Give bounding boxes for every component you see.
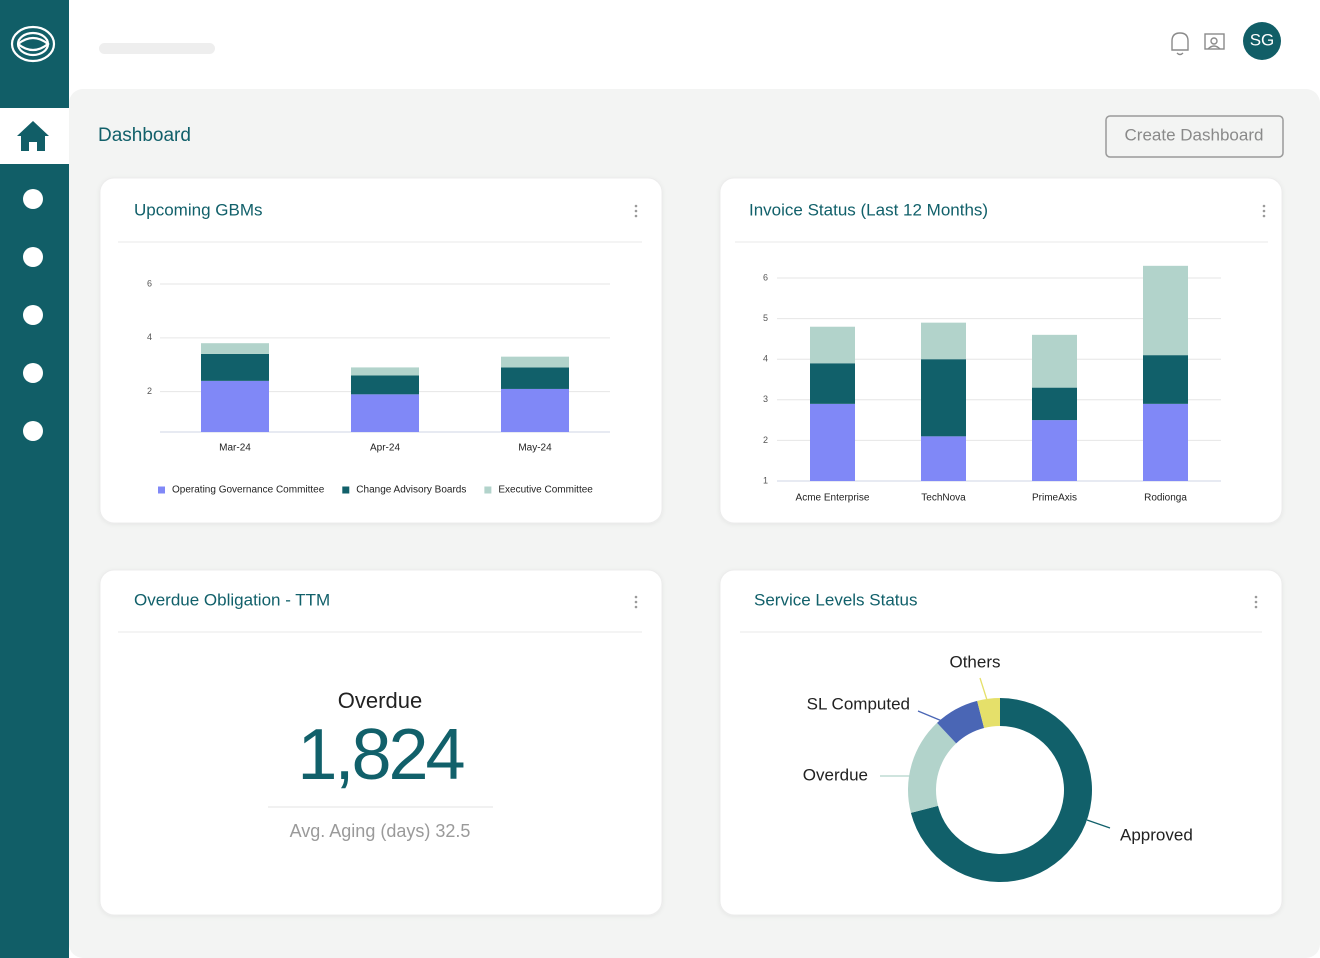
- y-tick-label: 2: [147, 386, 152, 396]
- x-tick-label: Acme Enterprise: [796, 493, 870, 504]
- bar-segment: [921, 322, 966, 360]
- bar-segment: [1143, 265, 1188, 356]
- pie-label: SL Computed: [807, 694, 910, 713]
- card-menu[interactable]: [1254, 595, 1258, 609]
- bar-segment: [921, 436, 966, 481]
- bar-segment: [501, 356, 569, 368]
- bar-segment: [921, 359, 966, 437]
- logo: [10, 25, 56, 63]
- pie-label: Approved: [1120, 825, 1193, 844]
- y-tick-label: 4: [147, 332, 152, 342]
- y-tick-label: 6: [763, 272, 768, 282]
- pie-slice: [908, 722, 957, 813]
- card-menu[interactable]: [634, 204, 638, 218]
- button-label[interactable]: Create Dashboard: [1125, 125, 1264, 144]
- bar-segment: [351, 375, 419, 395]
- card-title: Overdue Obligation - TTM: [134, 590, 330, 609]
- pie-label: Others: [949, 652, 1000, 671]
- bar-segment: [1032, 334, 1077, 388]
- y-tick-label: 3: [763, 394, 768, 404]
- kpi-value: 1,824: [297, 715, 463, 795]
- bar-segment: [351, 367, 419, 376]
- kpi-label: Overdue: [338, 688, 422, 713]
- y-tick-label: 6: [147, 278, 152, 288]
- pie-label: Overdue: [803, 765, 868, 784]
- pie-slice: [910, 698, 1092, 883]
- presentation-icon[interactable]: [1204, 33, 1225, 50]
- chart-title: Service Levels Status: [754, 590, 917, 609]
- legend-label: Executive Committee: [498, 485, 593, 496]
- x-tick-label: PrimeAxis: [1032, 493, 1077, 504]
- legend-label: Operating Governance Committee: [172, 485, 325, 496]
- nav-item[interactable]: [23, 189, 43, 209]
- bar-segment: [1032, 420, 1077, 481]
- nav-item[interactable]: [23, 247, 43, 267]
- avatar-initials[interactable]: SG: [1250, 30, 1275, 49]
- bar-segment: [810, 363, 855, 404]
- footer-label: Avg. Aging (days): [290, 821, 431, 841]
- leader-line: [979, 677, 988, 701]
- y-tick-label: 5: [763, 313, 768, 323]
- nav-item[interactable]: [23, 421, 43, 441]
- x-tick-label: Mar-24: [219, 443, 251, 454]
- page-title: Dashboard: [98, 125, 191, 146]
- pie-slice: [937, 700, 985, 744]
- bell-icon[interactable]: [1171, 32, 1189, 56]
- chart-title: Invoice Status (Last 12 Months): [749, 200, 988, 219]
- x-tick-label: Apr-24: [370, 443, 400, 454]
- bar-segment: [351, 394, 419, 432]
- card: [719, 569, 1283, 916]
- card: [719, 177, 1283, 524]
- bar-segment: [201, 343, 269, 354]
- x-tick-label: TechNova: [921, 493, 966, 504]
- pie-slice: [977, 698, 1000, 729]
- legend-swatch: [158, 486, 165, 494]
- x-tick-label: May-24: [518, 443, 552, 454]
- bar-segment: [810, 326, 855, 364]
- legend-swatch: [484, 486, 492, 494]
- legend-swatch: [342, 486, 350, 494]
- y-tick-label: 2: [763, 435, 768, 445]
- avatar[interactable]: [1243, 22, 1281, 60]
- footer-value: 32.5: [435, 821, 470, 841]
- bar-segment: [201, 353, 269, 381]
- chart-title: Upcoming GBMs: [134, 200, 262, 219]
- nav-item[interactable]: [23, 363, 43, 383]
- legend-label: Change Advisory Boards: [356, 485, 466, 496]
- bar-segment: [501, 388, 569, 432]
- y-tick-label: 4: [763, 354, 768, 364]
- card: [99, 177, 663, 524]
- bar-segment: [501, 367, 569, 389]
- create-dashboard-button[interactable]: [1105, 115, 1284, 158]
- nav-item[interactable]: [23, 305, 43, 325]
- card-menu[interactable]: [634, 595, 638, 609]
- search-placeholder[interactable]: [99, 43, 215, 54]
- bar-segment: [1143, 403, 1188, 481]
- bar-segment: [1032, 387, 1077, 421]
- y-tick-label: 1: [763, 475, 768, 485]
- leader-line: [1086, 819, 1111, 829]
- bar-segment: [201, 380, 269, 432]
- bar-segment: [810, 403, 855, 481]
- leader-line: [917, 710, 943, 722]
- kpi-footer: Avg. Aging (days) 32.5: [290, 821, 471, 841]
- card: [99, 569, 663, 916]
- home-icon[interactable]: [17, 121, 49, 151]
- card-menu[interactable]: [1262, 204, 1266, 218]
- x-tick-label: Rodionga: [1144, 493, 1187, 504]
- bar-segment: [1143, 355, 1188, 404]
